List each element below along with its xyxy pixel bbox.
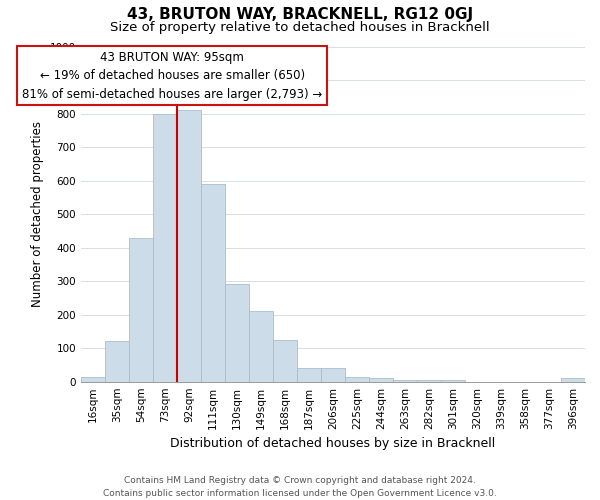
Bar [321, 368, 345, 382]
Bar [297, 368, 321, 382]
Bar [441, 380, 465, 382]
Text: 43, BRUTON WAY, BRACKNELL, RG12 0GJ: 43, BRUTON WAY, BRACKNELL, RG12 0GJ [127, 8, 473, 22]
Bar [273, 340, 297, 382]
X-axis label: Distribution of detached houses by size in Bracknell: Distribution of detached houses by size … [170, 437, 496, 450]
Bar [153, 114, 177, 382]
Bar [105, 342, 129, 382]
Bar [393, 380, 417, 382]
Bar [225, 284, 249, 382]
Bar [417, 380, 441, 382]
Bar [345, 376, 369, 382]
Bar [129, 238, 153, 382]
Bar [201, 184, 225, 382]
Bar [81, 376, 105, 382]
Text: 43 BRUTON WAY: 95sqm
← 19% of detached houses are smaller (650)
81% of semi-deta: 43 BRUTON WAY: 95sqm ← 19% of detached h… [22, 50, 322, 100]
Bar [369, 378, 393, 382]
Y-axis label: Number of detached properties: Number of detached properties [31, 121, 44, 307]
Bar [177, 110, 201, 382]
Bar [249, 312, 273, 382]
Bar [561, 378, 585, 382]
Text: Contains HM Land Registry data © Crown copyright and database right 2024.
Contai: Contains HM Land Registry data © Crown c… [103, 476, 497, 498]
Text: Size of property relative to detached houses in Bracknell: Size of property relative to detached ho… [110, 21, 490, 34]
